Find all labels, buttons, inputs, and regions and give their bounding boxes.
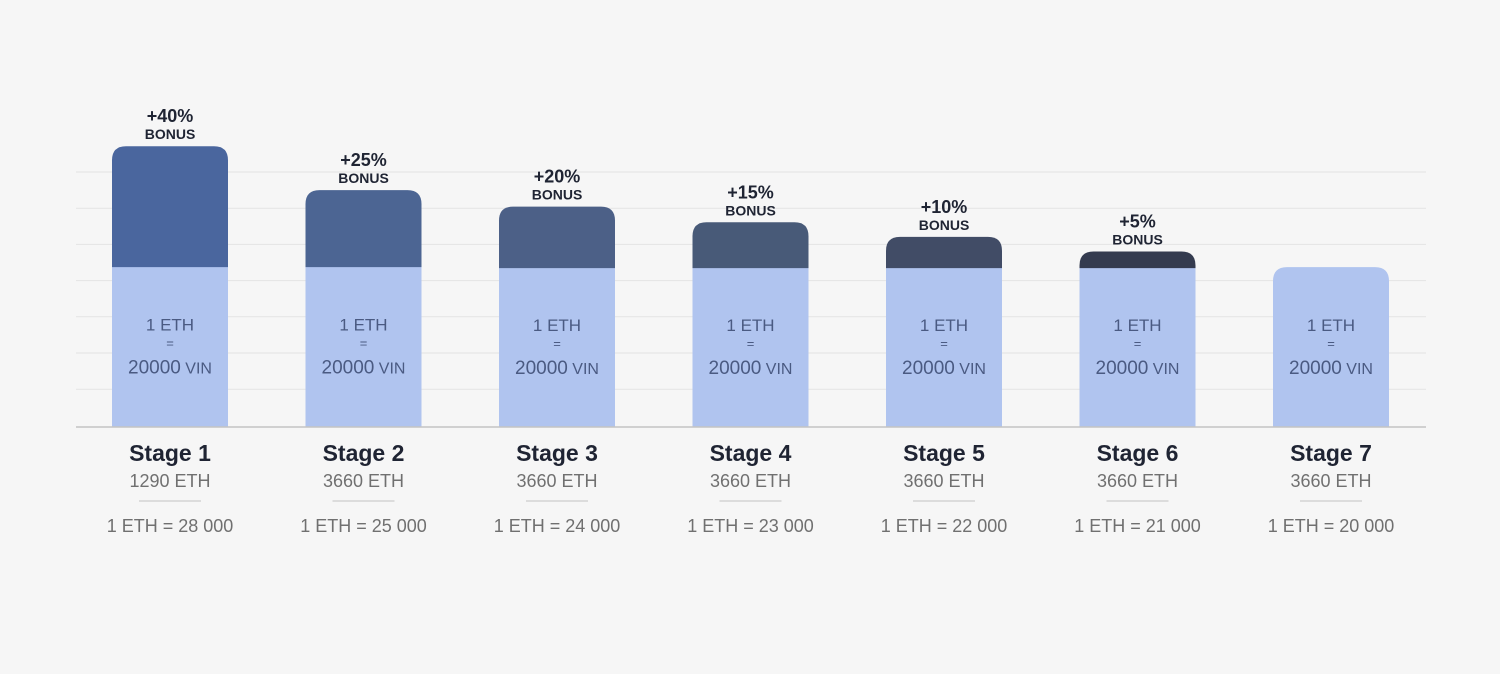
bar-rate-unit: VIN — [955, 361, 986, 378]
stage-cap-label: 3660 ETH — [516, 471, 597, 491]
bar-rate-line3: 20000 VIN — [1096, 358, 1180, 379]
bar-rate-line1: 1 ETH — [1113, 316, 1161, 335]
stage-rate-label: 1 ETH = 25 000 — [300, 516, 427, 536]
bar-rate-equals: = — [553, 336, 561, 351]
bar-bonus-segment — [886, 236, 1002, 269]
bonus-word-label: BONUS — [1112, 232, 1163, 248]
stage-name-label: Stage 4 — [710, 440, 792, 466]
bar-rate-unit: VIN — [568, 361, 599, 378]
bar-rate-equals: = — [166, 336, 174, 351]
stage-rate-label: 1 ETH = 24 000 — [494, 516, 621, 536]
bonus-percent-label: +5% — [1119, 212, 1156, 232]
stage-rate-label: 1 ETH = 28 000 — [107, 516, 234, 536]
bonus-word-label: BONUS — [145, 126, 196, 142]
stage-name-label: Stage 6 — [1097, 440, 1179, 466]
stage-name-label: Stage 1 — [129, 440, 211, 466]
bonus-word-label: BONUS — [725, 202, 776, 218]
stage-name-label: Stage 2 — [323, 440, 405, 466]
bar-base-segment — [112, 266, 228, 427]
bar-base-segment — [1079, 267, 1196, 427]
bar-rate-line1: 1 ETH — [339, 316, 387, 335]
bar-rate-line1: 1 ETH — [920, 316, 968, 335]
bar-base-segment — [305, 266, 422, 427]
bonus-percent-label: +25% — [340, 150, 387, 170]
stage-cap-label: 3660 ETH — [710, 471, 791, 491]
stage-cap-label: 3660 ETH — [1290, 471, 1371, 491]
bar-base-segment — [886, 267, 1002, 427]
bar-base-segment — [1273, 267, 1389, 427]
bar-rate-value: 20000 — [902, 358, 955, 379]
bar-rate-equals: = — [940, 336, 948, 351]
bonus-percent-label: +10% — [921, 197, 968, 217]
bonus-percent-label: +15% — [727, 182, 774, 202]
bonus-word-label: BONUS — [338, 170, 389, 186]
bar-rate-line1: 1 ETH — [726, 316, 774, 335]
bar-bonus-segment — [112, 146, 228, 268]
bar-rate-equals: = — [1327, 336, 1335, 351]
bar-base-segment — [499, 267, 615, 427]
bar-rate-unit: VIN — [181, 361, 212, 378]
stage-cap-label: 3660 ETH — [1097, 471, 1178, 491]
stage-name-label: Stage 3 — [516, 440, 598, 466]
bar-rate-equals: = — [747, 336, 755, 351]
bar-rate-unit: VIN — [1148, 361, 1179, 378]
bar-rate-unit: VIN — [1342, 361, 1373, 378]
bar-bonus-segment — [1079, 251, 1196, 269]
bar-rate-value: 20000 — [1096, 358, 1149, 379]
bar-rate-unit: VIN — [761, 361, 792, 378]
bar-rate-value: 20000 — [1289, 358, 1342, 379]
bar-rate-line1: 1 ETH — [533, 316, 581, 335]
stage-rate-label: 1 ETH = 22 000 — [881, 516, 1008, 536]
bar-rate-value: 20000 — [128, 358, 181, 379]
bar-rate-value: 20000 — [709, 358, 762, 379]
stage-cap-label: 3660 ETH — [323, 471, 404, 491]
stage-rate-label: 1 ETH = 23 000 — [687, 516, 814, 536]
stage-cap-label: 1290 ETH — [129, 471, 210, 491]
bar-rate-line3: 20000 VIN — [902, 358, 986, 379]
bar-rate-line1: 1 ETH — [146, 316, 194, 335]
bar-bonus-segment — [692, 222, 809, 269]
bonus-percent-label: +40% — [147, 106, 194, 126]
bar-rate-equals: = — [1134, 336, 1142, 351]
stage-rate-label: 1 ETH = 20 000 — [1268, 516, 1395, 536]
bar-rate-line1: 1 ETH — [1307, 316, 1355, 335]
bar-rate-value: 20000 — [515, 358, 568, 379]
bonus-percent-label: +20% — [534, 167, 581, 187]
bar-rate-line3: 20000 VIN — [515, 358, 599, 379]
bonus-word-label: BONUS — [919, 217, 970, 233]
stage-cap-label: 3660 ETH — [903, 471, 984, 491]
bar-base-segment — [692, 267, 809, 427]
stage-name-label: Stage 7 — [1290, 440, 1372, 466]
bar-bonus-segment — [499, 206, 615, 269]
bar-bonus-segment — [305, 190, 422, 268]
bar-rate-line3: 20000 VIN — [1289, 358, 1373, 379]
bar-rate-unit: VIN — [374, 361, 405, 378]
bar-rate-line3: 20000 VIN — [709, 358, 793, 379]
stage-rate-label: 1 ETH = 21 000 — [1074, 516, 1201, 536]
stage-name-label: Stage 5 — [903, 440, 985, 466]
bar-rate-value: 20000 — [322, 358, 375, 379]
bar-rate-equals: = — [360, 336, 368, 351]
bar-rate-line3: 20000 VIN — [128, 358, 212, 379]
bar-rate-line3: 20000 VIN — [322, 358, 406, 379]
bonus-word-label: BONUS — [532, 187, 583, 203]
